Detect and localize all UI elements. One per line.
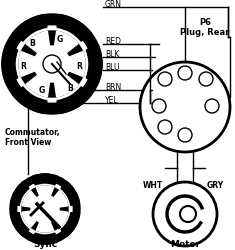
Wedge shape xyxy=(32,174,58,185)
Circle shape xyxy=(178,128,192,142)
Text: BRN: BRN xyxy=(105,83,121,92)
Wedge shape xyxy=(54,211,68,227)
Wedge shape xyxy=(55,32,78,54)
Wedge shape xyxy=(36,222,54,232)
Text: Sync: Sync xyxy=(33,239,57,248)
Circle shape xyxy=(10,174,80,244)
Wedge shape xyxy=(22,191,36,207)
Wedge shape xyxy=(86,46,102,84)
Text: R: R xyxy=(76,62,82,71)
Wedge shape xyxy=(61,182,80,206)
Text: BLK: BLK xyxy=(105,50,119,59)
Text: R: R xyxy=(20,62,26,71)
Wedge shape xyxy=(57,88,91,114)
Text: BLU: BLU xyxy=(105,63,120,72)
Wedge shape xyxy=(55,76,78,97)
Text: Commutator,
Front View: Commutator, Front View xyxy=(5,128,61,147)
Text: Motor: Motor xyxy=(170,239,200,248)
Wedge shape xyxy=(13,16,47,42)
Circle shape xyxy=(22,186,68,232)
Wedge shape xyxy=(13,88,47,114)
Circle shape xyxy=(180,206,196,222)
Circle shape xyxy=(34,47,70,83)
Text: GRY: GRY xyxy=(207,180,224,189)
Text: RED: RED xyxy=(105,37,121,46)
Circle shape xyxy=(153,182,217,246)
Text: WHT: WHT xyxy=(143,180,163,189)
Wedge shape xyxy=(26,76,50,97)
Text: B: B xyxy=(29,38,35,47)
Wedge shape xyxy=(22,211,36,227)
Circle shape xyxy=(178,67,192,81)
Wedge shape xyxy=(32,233,58,244)
Text: P6
Plug, Rear: P6 Plug, Rear xyxy=(180,18,230,37)
Circle shape xyxy=(31,195,59,223)
Circle shape xyxy=(158,73,172,87)
Text: G: G xyxy=(57,34,63,43)
Wedge shape xyxy=(2,46,18,84)
Circle shape xyxy=(199,73,213,87)
Wedge shape xyxy=(61,213,80,237)
Wedge shape xyxy=(10,182,29,206)
Wedge shape xyxy=(19,52,35,77)
Circle shape xyxy=(2,15,102,114)
Circle shape xyxy=(43,56,61,74)
Text: YEL: YEL xyxy=(105,96,119,104)
Wedge shape xyxy=(36,186,54,196)
Text: GRN: GRN xyxy=(105,0,122,9)
Circle shape xyxy=(152,100,166,114)
Circle shape xyxy=(19,32,85,98)
Wedge shape xyxy=(26,32,50,54)
Circle shape xyxy=(158,120,172,134)
Circle shape xyxy=(18,182,72,236)
Circle shape xyxy=(205,100,219,114)
Text: G: G xyxy=(39,86,45,95)
Wedge shape xyxy=(54,191,68,207)
Wedge shape xyxy=(57,16,91,42)
Circle shape xyxy=(14,27,90,102)
Wedge shape xyxy=(69,52,85,77)
Wedge shape xyxy=(10,213,29,237)
Circle shape xyxy=(140,63,230,152)
Text: B: B xyxy=(67,84,73,93)
